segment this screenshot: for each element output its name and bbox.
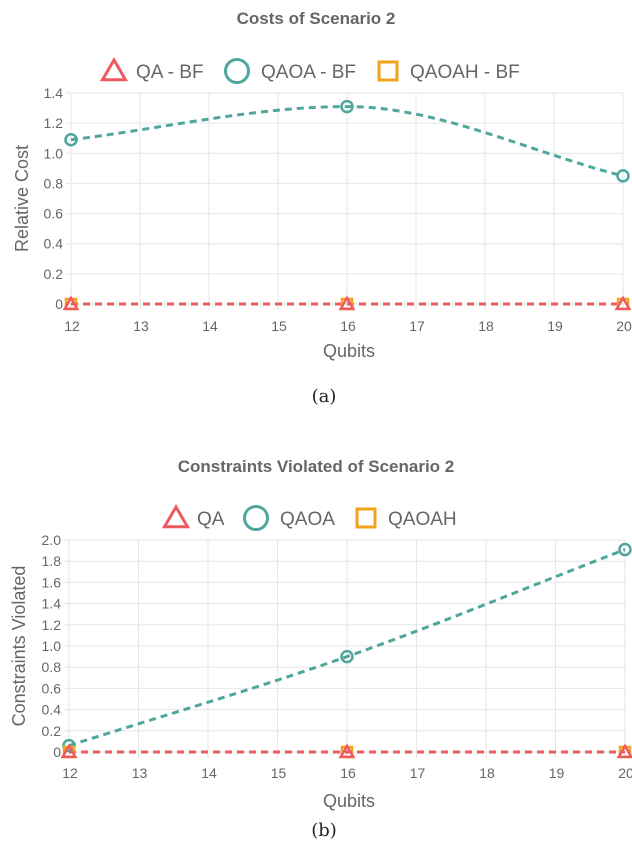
legend-item: QAOA <box>243 505 335 531</box>
data-point <box>62 738 76 753</box>
legend-marker-circle <box>224 58 250 84</box>
y-tick-label: 0.2 <box>42 723 62 739</box>
x-tick-label: 12 <box>62 765 78 781</box>
x-tick-label: 12 <box>64 318 80 334</box>
y-tick-label: 0.8 <box>42 659 62 675</box>
y-tick-label: 1.0 <box>44 145 64 161</box>
y-axis-ticks: 0 0.2 0.4 0.6 0.8 1.0 1.2 1.4 <box>44 85 64 312</box>
y-axis-ticks: 0 0.2 0.4 0.6 0.8 1.0 1.2 1.4 1.6 1.8 2.0 <box>42 532 62 760</box>
figure-caption: (b) <box>311 820 337 841</box>
data-point <box>338 743 356 759</box>
y-axis-label: Relative Cost <box>12 145 32 252</box>
y-tick-label: 0.6 <box>42 680 62 696</box>
legend-item: QAOA - BF <box>224 58 356 84</box>
x-tick-label: 18 <box>479 765 495 781</box>
x-tick-label: 14 <box>201 765 217 781</box>
y-tick-label: 0.8 <box>44 175 64 191</box>
x-tick-label: 15 <box>271 318 287 334</box>
x-tick-label: 13 <box>133 318 149 334</box>
data-point <box>60 743 78 759</box>
legend-label: QA - BF <box>136 62 204 83</box>
y-tick-label: 1.2 <box>42 617 62 633</box>
y-tick-label: 1.2 <box>44 115 64 131</box>
legend-item: QA <box>161 504 225 530</box>
legend-label: QAOAH <box>388 509 457 530</box>
y-tick-label: 0.6 <box>44 206 64 222</box>
legend-marker-triangle <box>161 504 191 529</box>
x-tick-label: 15 <box>271 765 287 781</box>
y-tick-label: 1.4 <box>42 596 62 612</box>
y-tick-label: 0.2 <box>44 266 64 282</box>
chart-title: Constraints Violated of Scenario 2 <box>178 457 454 476</box>
legend-item: QAOAH - BF <box>377 60 520 83</box>
x-axis-label: Qubits <box>323 791 375 811</box>
legend-marker-triangle <box>99 57 129 82</box>
legend-marker-circle <box>243 505 269 531</box>
figure-caption: (a) <box>312 386 337 407</box>
y-tick-label: 0.4 <box>42 702 62 718</box>
y-tick-label: 0 <box>55 296 63 312</box>
series-line-circle <box>70 105 624 178</box>
chart-constraints-violated: Constraints Violated of Scenario 2 QA QAOA… <box>9 457 632 841</box>
data-point <box>616 169 630 183</box>
grid <box>66 92 624 310</box>
series-points-circle <box>62 542 632 753</box>
x-axis-ticks: 12 13 14 15 16 17 18 19 20 <box>62 765 632 781</box>
legend: QA QAOA QAOAH <box>161 504 457 531</box>
x-tick-label: 20 <box>616 318 632 334</box>
legend-item: QA - BF <box>99 57 204 83</box>
y-tick-label: 2.0 <box>42 532 62 548</box>
x-tick-label: 17 <box>410 765 426 781</box>
series-line-circle <box>68 548 626 748</box>
legend: QA - BF QAOA - BF QAOAH - BF <box>99 57 520 84</box>
legend-label: QAOAH - BF <box>410 62 520 83</box>
x-tick-label: 16 <box>340 765 356 781</box>
y-tick-label: 1.0 <box>42 638 62 654</box>
y-tick-label: 0 <box>53 744 61 760</box>
legend-label: QAOA <box>280 509 335 530</box>
legend-label: QAOA - BF <box>261 62 356 83</box>
x-axis-label: Qubits <box>323 341 375 361</box>
chart-costs: Costs of Scenario 2 QA - BF QAOA - BF QAOAH… <box>12 9 632 407</box>
legend-marker-square <box>355 507 377 529</box>
series-points-circle <box>64 99 630 183</box>
data-point <box>614 295 632 311</box>
data-point <box>616 743 632 759</box>
x-tick-label: 13 <box>132 765 148 781</box>
x-tick-label: 19 <box>549 765 565 781</box>
x-tick-label: 16 <box>340 318 356 334</box>
data-point <box>340 99 354 114</box>
series-points-triangle <box>60 743 632 759</box>
x-tick-label: 19 <box>547 318 563 334</box>
data-point <box>340 649 354 664</box>
data-point <box>338 295 356 311</box>
x-tick-label: 18 <box>478 318 494 334</box>
data-point <box>64 132 78 147</box>
grid <box>64 539 626 758</box>
data-point <box>62 295 80 311</box>
chart-title: Costs of Scenario 2 <box>237 9 396 28</box>
y-axis-label: Constraints Violated <box>9 566 29 727</box>
y-tick-label: 1.6 <box>42 574 62 590</box>
data-point <box>618 542 632 557</box>
legend-item: QAOAH <box>355 507 457 530</box>
y-tick-label: 1.8 <box>42 553 62 569</box>
series-points-triangle <box>62 295 632 311</box>
x-tick-label: 20 <box>618 765 632 781</box>
y-tick-label: 0.4 <box>44 236 64 252</box>
legend-label: QA <box>197 509 225 530</box>
x-tick-label: 14 <box>202 318 218 334</box>
y-tick-label: 1.4 <box>44 85 64 101</box>
x-tick-label: 17 <box>409 318 425 334</box>
x-axis-ticks: 12 13 14 15 16 17 18 19 20 <box>64 318 632 334</box>
legend-marker-square <box>377 60 399 82</box>
